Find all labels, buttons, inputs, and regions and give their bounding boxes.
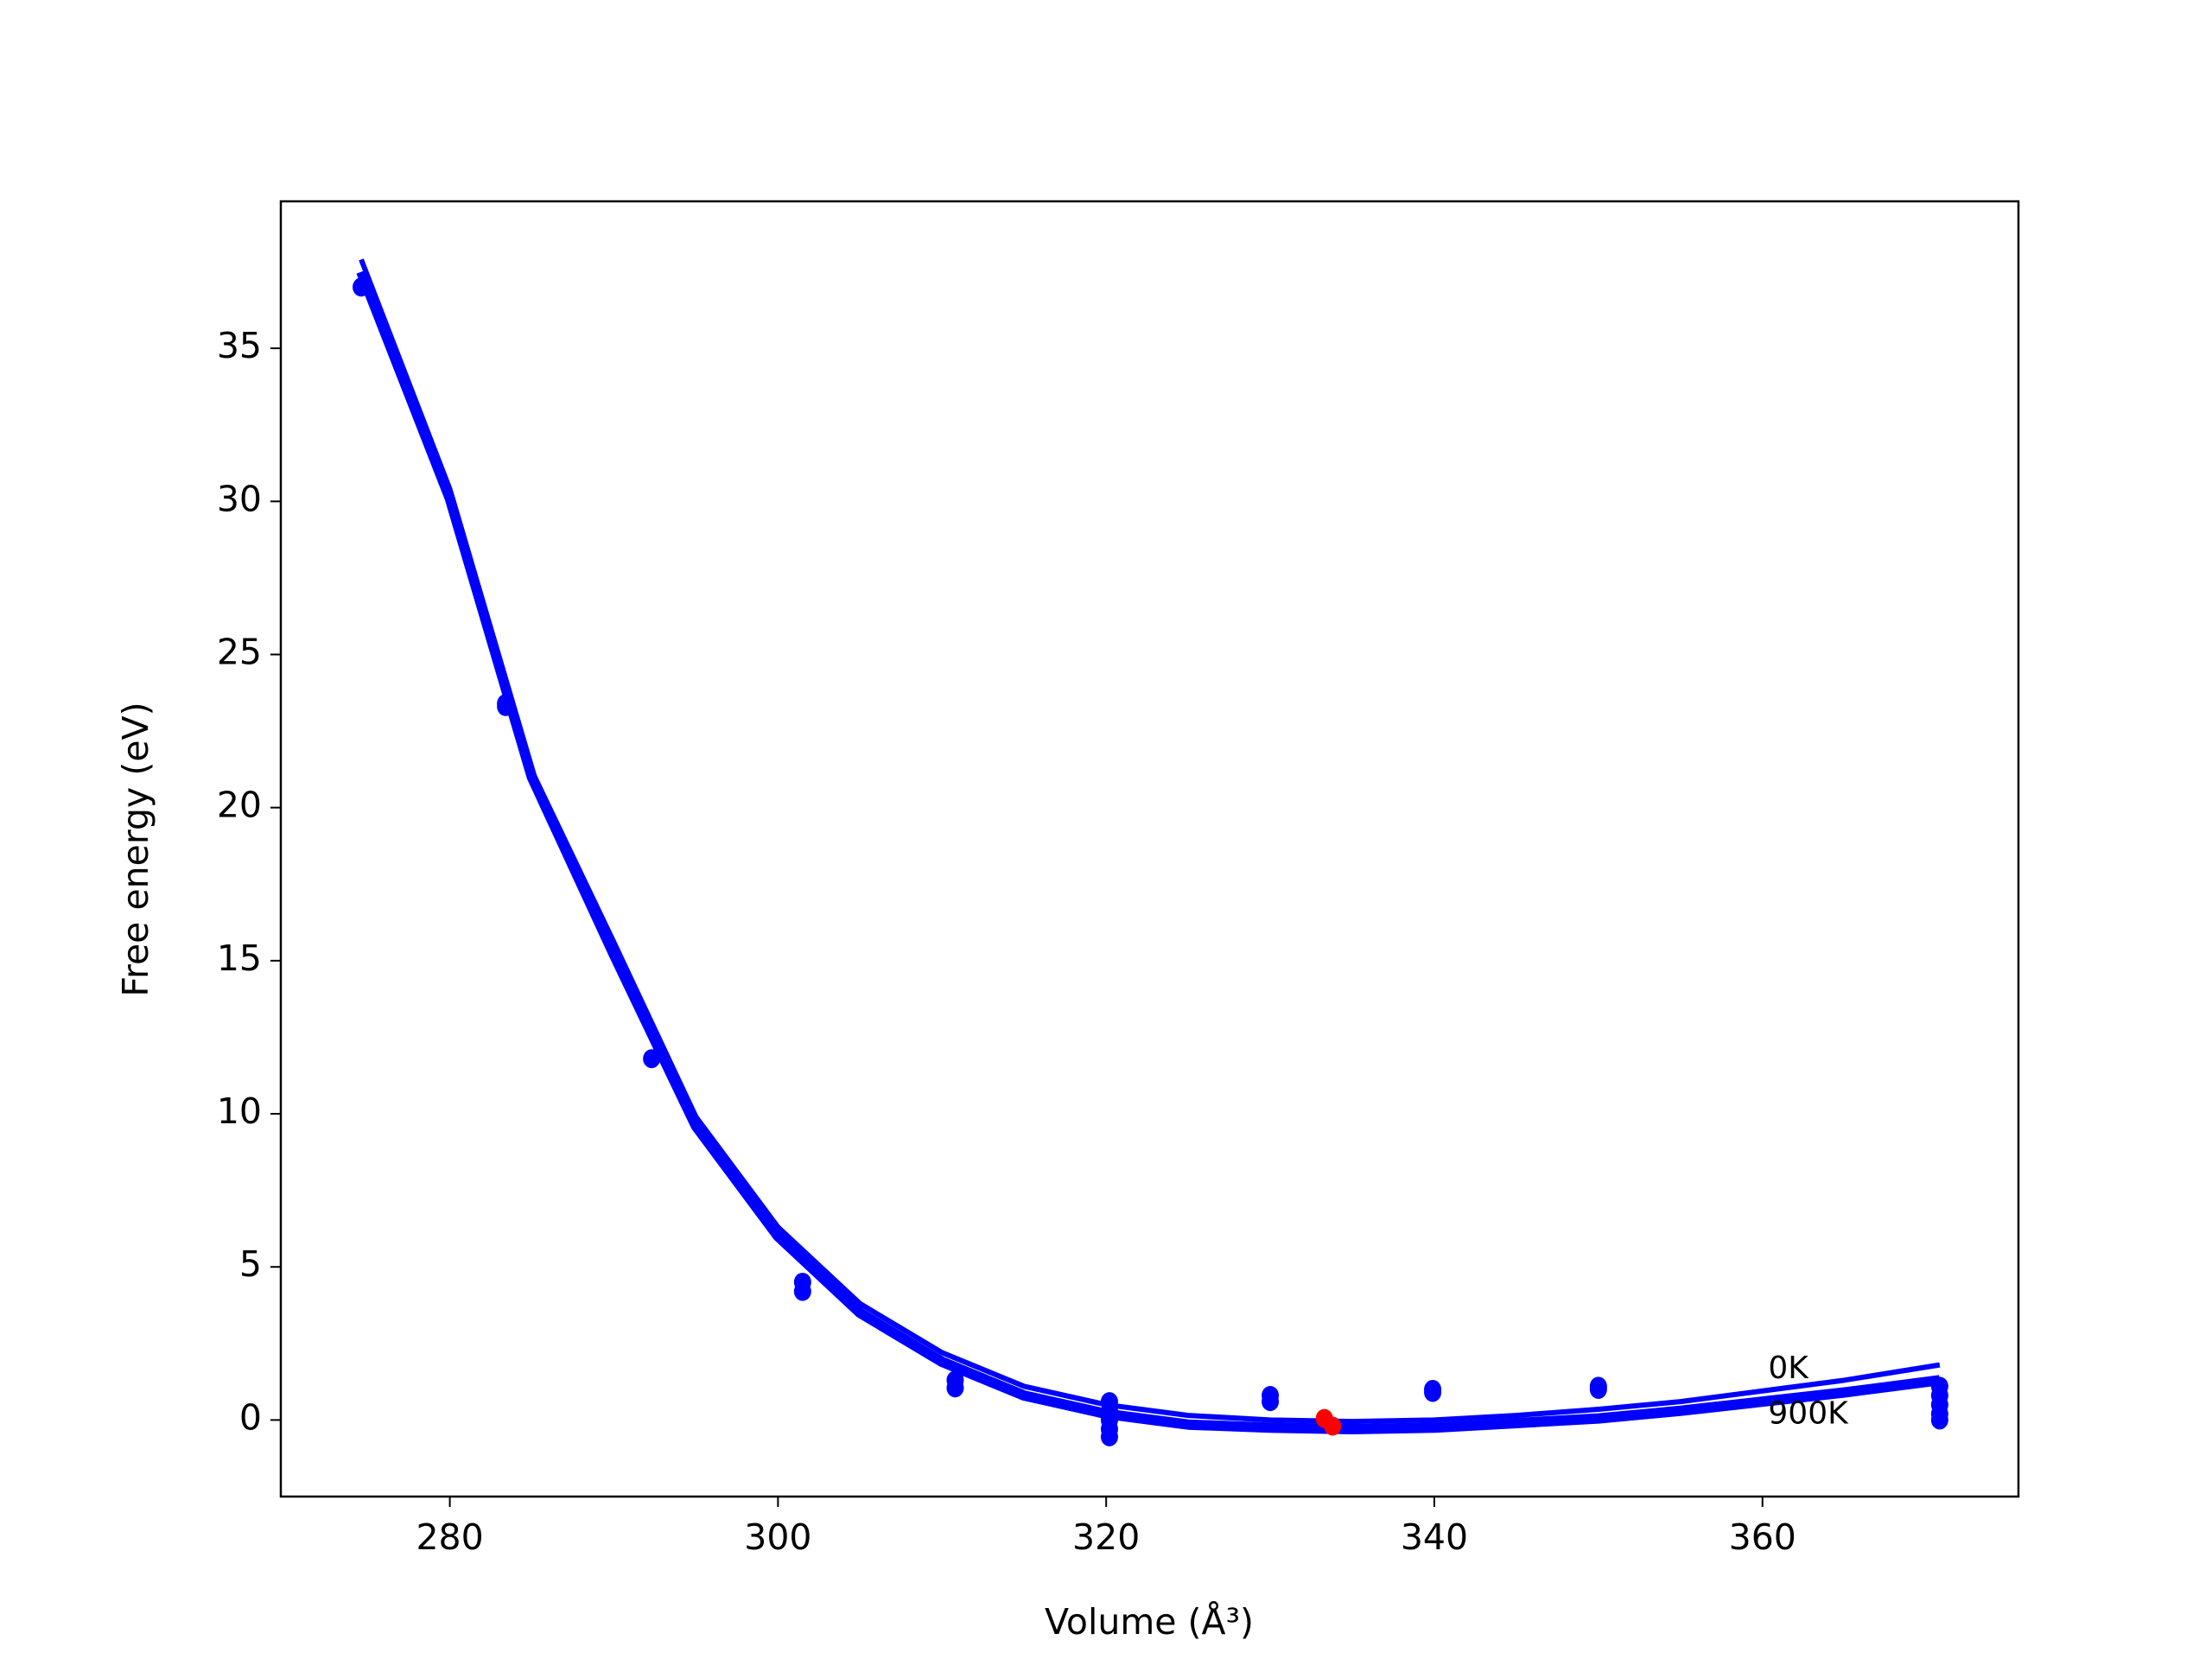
data-point [643,1049,661,1069]
y-tick-label: 20 [217,785,262,826]
x-tick-label: 340 [1401,1516,1468,1558]
y-tick-label: 35 [217,325,262,366]
data-point [1930,1410,1948,1430]
curve [356,270,1941,1435]
y-tick-label: 25 [217,631,262,672]
x-tick-label: 320 [1072,1516,1140,1558]
data-point [946,1378,964,1398]
x-axis-label: Volume (Å³) [1045,1601,1254,1643]
plot-frame [279,200,2020,1498]
curve-label: 0K [1768,1351,1809,1386]
x-tick-label: 360 [1729,1516,1796,1558]
x-tick-label: 280 [416,1516,483,1558]
curve-label: 900K [1768,1396,1849,1432]
data-point [1589,1379,1607,1399]
data-point [1100,1427,1118,1446]
data-point [1424,1382,1442,1402]
y-tick-label: 0 [239,1396,262,1438]
data-point [793,1281,811,1301]
data-point [1262,1392,1280,1412]
data-point [497,696,515,716]
y-tick-label: 30 [217,478,262,519]
data-point [353,277,371,297]
y-tick-label: 15 [217,938,262,979]
x-tick-label: 300 [744,1516,811,1558]
y-tick-label: 5 [239,1243,262,1285]
minimum-point [1324,1416,1342,1436]
y-axis-label: Free energy (eV) [115,702,156,996]
y-tick-label: 10 [217,1090,262,1132]
